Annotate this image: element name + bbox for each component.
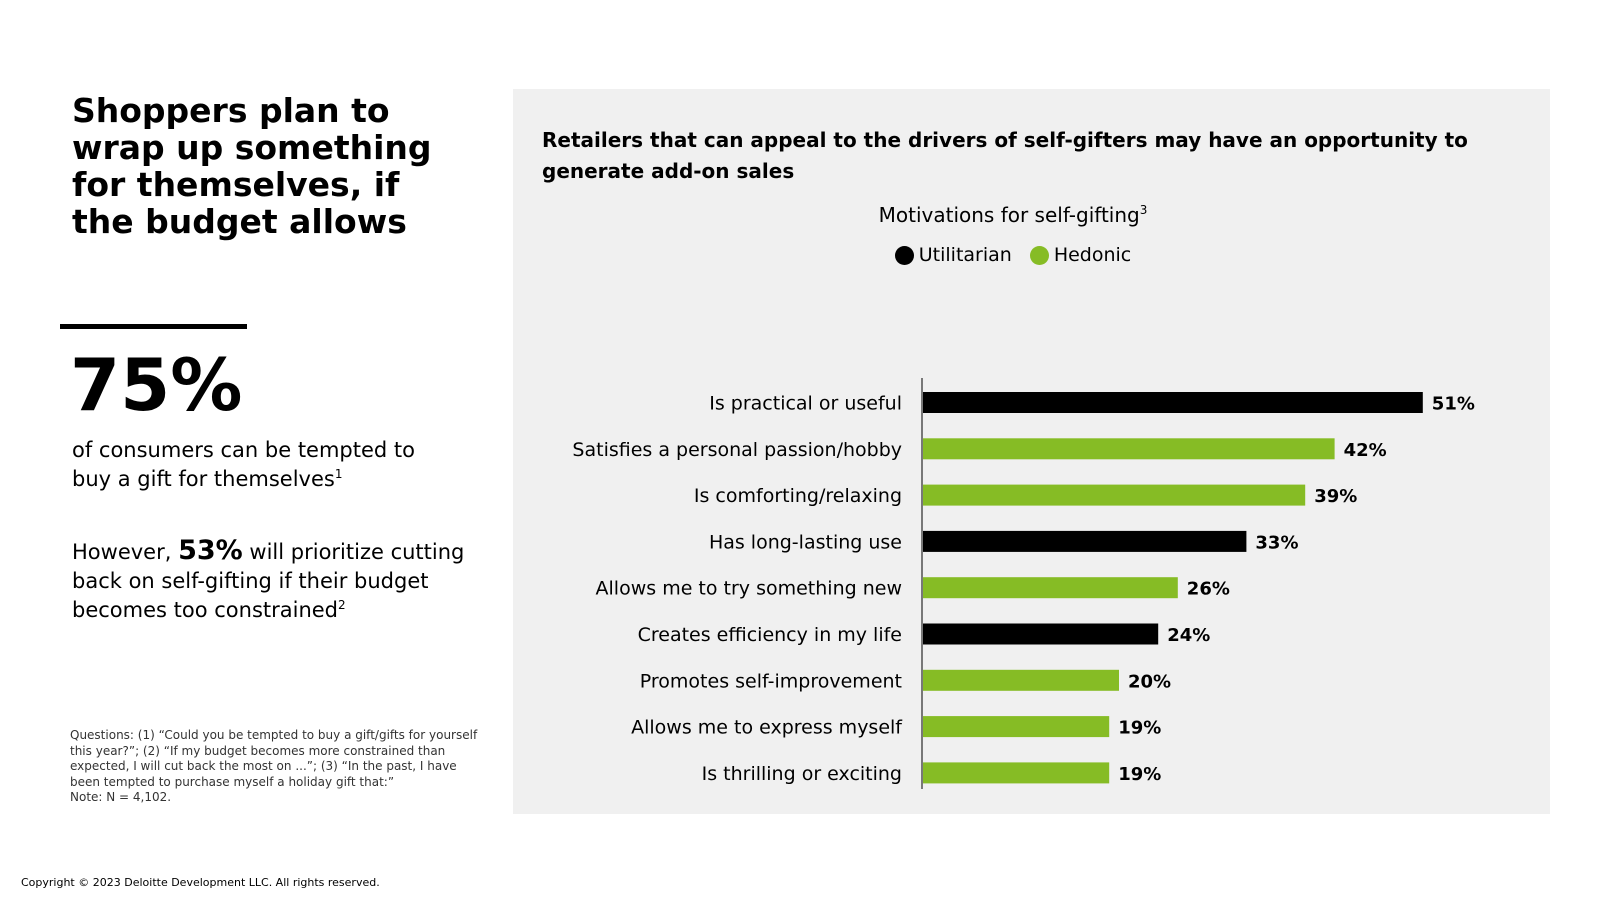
legend-label-hedonic: Hedonic [1053, 244, 1132, 266]
legend-dot-hedonic [1029, 245, 1049, 265]
footnote-note: Note: N = 4,102. [70, 790, 172, 804]
footnote-questions: Questions: (1) “Could you be tempted to … [70, 728, 478, 789]
bar [923, 530, 1247, 552]
category-label: Is thrilling or exciting [702, 763, 902, 785]
secondary-stat-value: 53% [178, 535, 243, 566]
bar [923, 577, 1178, 599]
category-label: Satisfies a personal passion/hobby [572, 439, 902, 461]
secondary-stat-text: However, 53% will prioritize cutting bac… [72, 536, 472, 625]
data-label: 39% [1314, 486, 1357, 507]
legend-item-utilitarian: Utilitarian [894, 244, 1012, 266]
category-label: Allows me to express myself [631, 717, 903, 739]
secondary-footnote-marker: 2 [338, 598, 346, 612]
data-label: 20% [1128, 671, 1171, 692]
panel-title: Retailers that can appeal to the drivers… [542, 128, 1468, 183]
category-label: Promotes self-improvement [640, 670, 902, 692]
bar [923, 438, 1335, 460]
stat-description-text: of consumers can be tempted to buy a gif… [72, 438, 416, 491]
footnote: Questions: (1) “Could you be tempted to … [70, 728, 480, 806]
legend-dot-utilitarian [894, 245, 914, 265]
data-label: 19% [1118, 718, 1161, 739]
bar [923, 623, 1159, 645]
category-label: Is practical or useful [709, 393, 902, 415]
bar [923, 716, 1110, 738]
stat-footnote-marker: 1 [334, 467, 343, 481]
category-label: Allows me to try something new [596, 578, 902, 600]
chart-legend: Utilitarian Hedonic [513, 244, 1513, 266]
category-label: Is comforting/relaxing [694, 485, 902, 507]
secondary-prefix: However, [72, 540, 172, 564]
bar [923, 669, 1119, 691]
big-stat-value: 75% [70, 343, 243, 427]
bar [923, 762, 1110, 784]
data-label: 51% [1432, 394, 1475, 415]
legend-label-utilitarian: Utilitarian [918, 244, 1012, 266]
bar [923, 392, 1423, 413]
category-label: Creates efficiency in my life [638, 624, 902, 646]
data-label: 33% [1255, 532, 1298, 553]
page-headline: Shoppers plan to wrap up something for t… [72, 91, 432, 241]
stat-description: of consumers can be tempted to buy a gif… [72, 436, 452, 494]
legend-item-hedonic: Hedonic [1029, 244, 1132, 266]
copyright: Copyright © 2023 Deloitte Development LL… [21, 876, 380, 889]
secondary-suffix: will prioritize cutting back on self-gif… [72, 540, 465, 622]
category-label: Has long-lasting use [709, 531, 902, 553]
chart-title-text: Motivations for self-gifting [878, 203, 1140, 227]
bar [923, 484, 1306, 506]
chart-panel: Retailers that can appeal to the drivers… [513, 89, 1550, 814]
data-label: 42% [1344, 440, 1387, 461]
bar-chart: Is practical or useful 51% Satisfies a per… [572, 378, 1475, 789]
data-label: 24% [1167, 625, 1210, 646]
chart-title-footnote-marker: 3 [1139, 203, 1148, 217]
divider-rule [60, 324, 247, 329]
chart-title: Motivations for self-gifting3 [513, 203, 1513, 227]
data-label: 19% [1118, 764, 1161, 785]
data-label: 26% [1187, 579, 1230, 600]
